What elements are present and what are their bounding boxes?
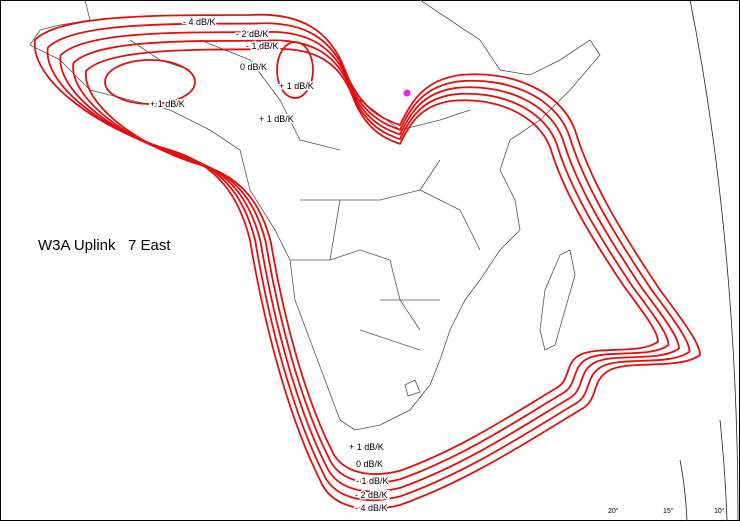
contour-label: - 2 dB/K (236, 29, 269, 39)
coverage-contours (35, 15, 700, 509)
contour-label: + 1 dB/K (150, 99, 185, 109)
contour-line (86, 49, 658, 474)
map-title: W3A Uplink 7 East (38, 237, 171, 254)
longitude-label: 10° (714, 507, 725, 515)
madagascar (539, 249, 576, 351)
lesotho (404, 379, 421, 397)
contour-label: - 1 dB/K (246, 41, 279, 51)
contour-label: - 4 dB/K (355, 503, 388, 513)
contour-label: + 1 dB/K (279, 81, 314, 91)
longitude-label: 20° (608, 507, 619, 515)
longitude-line (679, 459, 688, 521)
contour-label: 0 dB/K (356, 459, 383, 469)
contour-label: + 1 dB/K (259, 114, 294, 124)
contour-label: - 1 dB/K (356, 476, 389, 486)
longitude-line (689, 0, 739, 521)
contour-label: 0 dB/K (240, 62, 267, 72)
contour-label: - 4 dB/K (183, 17, 216, 27)
contour-label: + 1 dB/K (349, 442, 384, 452)
satellite-marker (403, 89, 411, 97)
longitude-label: 15° (663, 507, 674, 515)
contour-lobe (276, 41, 314, 99)
contour-lobe (104, 59, 196, 105)
contour-line (60, 32, 679, 492)
longitude-line (719, 419, 728, 521)
contour-label: - 2 dB/K (355, 490, 388, 500)
